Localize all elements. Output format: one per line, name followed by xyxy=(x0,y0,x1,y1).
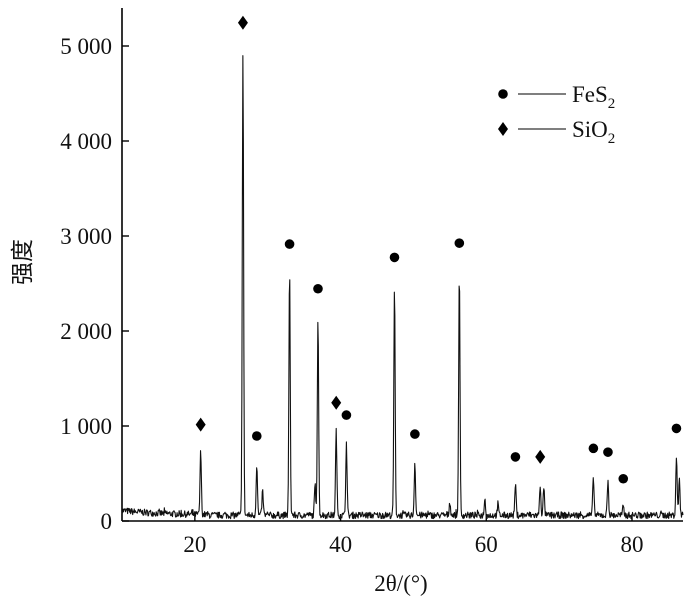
y-tick-label: 2 000 xyxy=(60,319,112,344)
sio2-peak-marker xyxy=(331,395,342,410)
y-tick-label: 5 000 xyxy=(60,34,112,59)
fes2-peak-marker xyxy=(588,443,599,454)
fes2-peak-marker xyxy=(251,431,262,441)
y-tick-label: 0 xyxy=(101,509,113,534)
sio2-peak-marker xyxy=(237,15,248,30)
fes2-peak-marker xyxy=(603,447,613,457)
x-axis-title: 2θ/(°) xyxy=(374,571,427,596)
fes2-peak-marker xyxy=(341,410,352,420)
x-tick-label: 80 xyxy=(621,532,644,557)
legend-diamond-marker xyxy=(498,122,508,136)
legend-label: FeS2 xyxy=(572,82,615,112)
fes2-peak-marker xyxy=(618,473,629,484)
fes2-peak-marker xyxy=(284,239,295,249)
x-tick-label: 60 xyxy=(475,532,498,557)
y-tick-label: 3 000 xyxy=(60,224,112,249)
legend-label: SiO2 xyxy=(572,117,615,147)
fes2-peak-marker xyxy=(410,429,420,439)
fes2-peak-marker xyxy=(389,252,400,263)
y-tick-label: 1 000 xyxy=(60,414,112,439)
x-tick-label: 20 xyxy=(183,532,206,557)
fes2-peak-marker xyxy=(671,423,682,434)
fes2-peak-marker xyxy=(454,238,465,248)
y-ticks: 0 1 000 2 000 3 000 4 000 5 000 xyxy=(60,34,129,534)
y-tick-label: 4 000 xyxy=(60,129,112,154)
xrd-pattern-line xyxy=(121,55,684,520)
legend-circle-marker xyxy=(498,89,508,99)
legend: FeS2 SiO2 xyxy=(498,82,615,147)
axes xyxy=(121,8,683,522)
peak-markers xyxy=(195,15,682,484)
y-axis-title: 强度 xyxy=(10,239,35,285)
fes2-peak-marker xyxy=(313,283,323,294)
sio2-peak-marker xyxy=(195,417,206,432)
sio2-peak-marker xyxy=(535,449,546,464)
x-tick-label: 40 xyxy=(329,532,352,557)
fes2-peak-marker xyxy=(510,452,521,462)
